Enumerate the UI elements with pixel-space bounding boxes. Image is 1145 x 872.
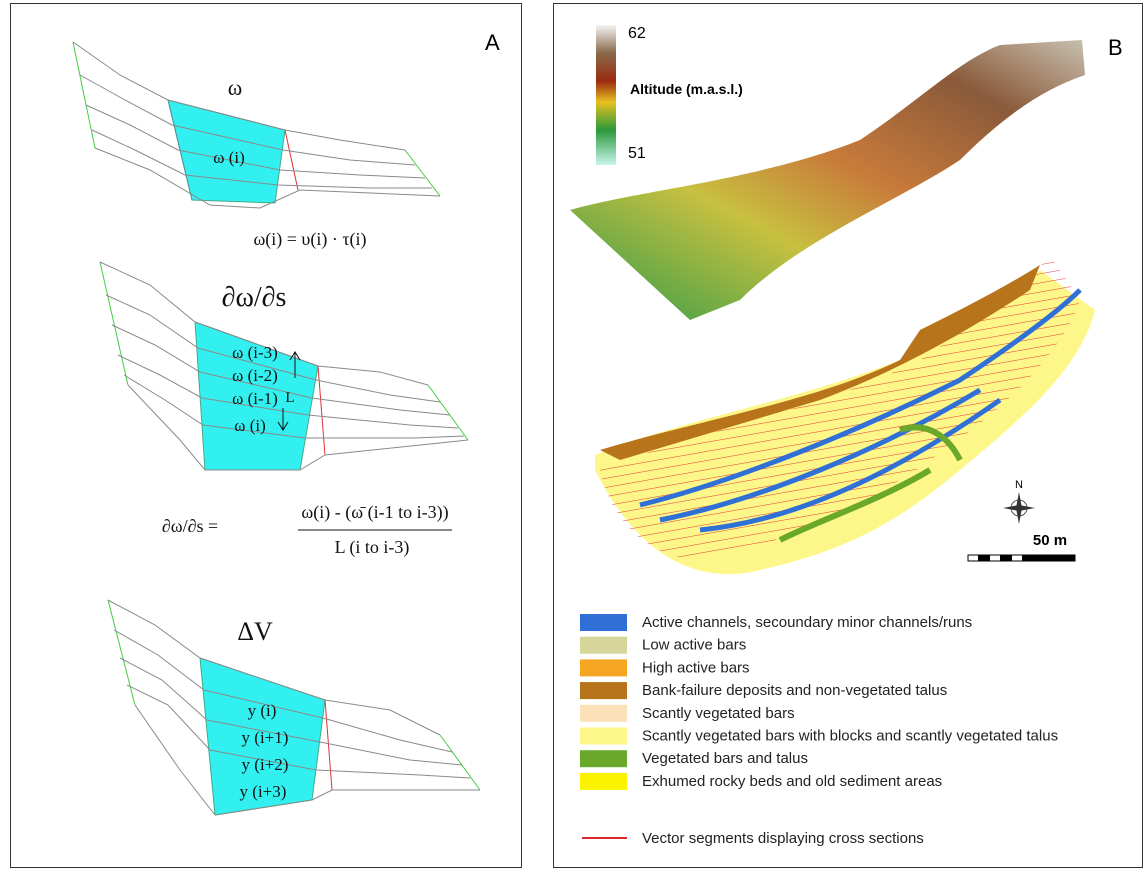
colorbar xyxy=(596,25,616,165)
scale-bar xyxy=(968,555,1075,561)
section-label: ω (i-2) xyxy=(232,366,278,385)
legend-label: Bank-failure deposits and non-vegetated … xyxy=(642,682,947,699)
legend-swatch xyxy=(580,750,627,767)
legend-swatch xyxy=(580,637,627,654)
legend-label: Scantly vegetated bars with blocks and s… xyxy=(642,727,1058,744)
section-label: y (i+1) xyxy=(242,728,289,747)
section-label: ω (i-1) xyxy=(232,389,278,408)
legend-label: High active bars xyxy=(642,659,750,676)
panel-label: B xyxy=(1108,35,1123,60)
length-label: L xyxy=(285,390,294,406)
gradient-title: ∂ω/∂s xyxy=(222,282,287,313)
volume-title: ΔV xyxy=(237,617,273,646)
north-label: N xyxy=(1015,479,1023,491)
legend-label: Vector segments displaying cross section… xyxy=(642,830,924,847)
section-label: y (i+3) xyxy=(240,782,287,801)
omega-title: ω xyxy=(228,75,242,100)
section-label: ω (i) xyxy=(213,148,245,167)
legend-label: Low active bars xyxy=(642,637,746,654)
legend-swatch xyxy=(580,773,627,790)
colorbar-max: 62 xyxy=(628,25,646,42)
formula: ω(i) = υ(i) · τ(i) xyxy=(253,229,366,250)
legend-label: Exhumed rocky beds and old sediment area… xyxy=(642,773,942,790)
colorbar-min: 51 xyxy=(628,145,646,162)
section-label: y (i+2) xyxy=(242,755,289,774)
legend-label: Active channels, secoundary minor channe… xyxy=(642,614,972,631)
formula-denominator: L (i to i-3) xyxy=(335,537,410,558)
formula: ∂ω/∂s = xyxy=(162,516,218,536)
scale-label: 50 m xyxy=(1033,532,1067,549)
panel-label: A xyxy=(485,30,500,55)
legend-swatch xyxy=(580,614,627,631)
legend-swatch xyxy=(580,682,627,699)
section-label: ω (i-3) xyxy=(232,343,278,362)
figure: A ω ω (i) ω(i) = υ(i) · τ(i) ∂ω/∂s ω (i-… xyxy=(0,0,1145,872)
section-label: ω (i) xyxy=(234,416,266,435)
legend-swatch xyxy=(580,659,627,676)
legend-label: Scantly vegetated bars xyxy=(642,705,795,722)
legend-swatch xyxy=(580,728,627,745)
colorbar-title: Altitude (m.a.s.l.) xyxy=(630,81,743,97)
legend-label: Vegetated bars and talus xyxy=(642,750,808,767)
formula-numerator: ω(i) - (ω̄ (i-1 to i-3)) xyxy=(301,502,448,523)
section-label: y (i) xyxy=(248,701,277,720)
legend-swatch xyxy=(580,705,627,722)
